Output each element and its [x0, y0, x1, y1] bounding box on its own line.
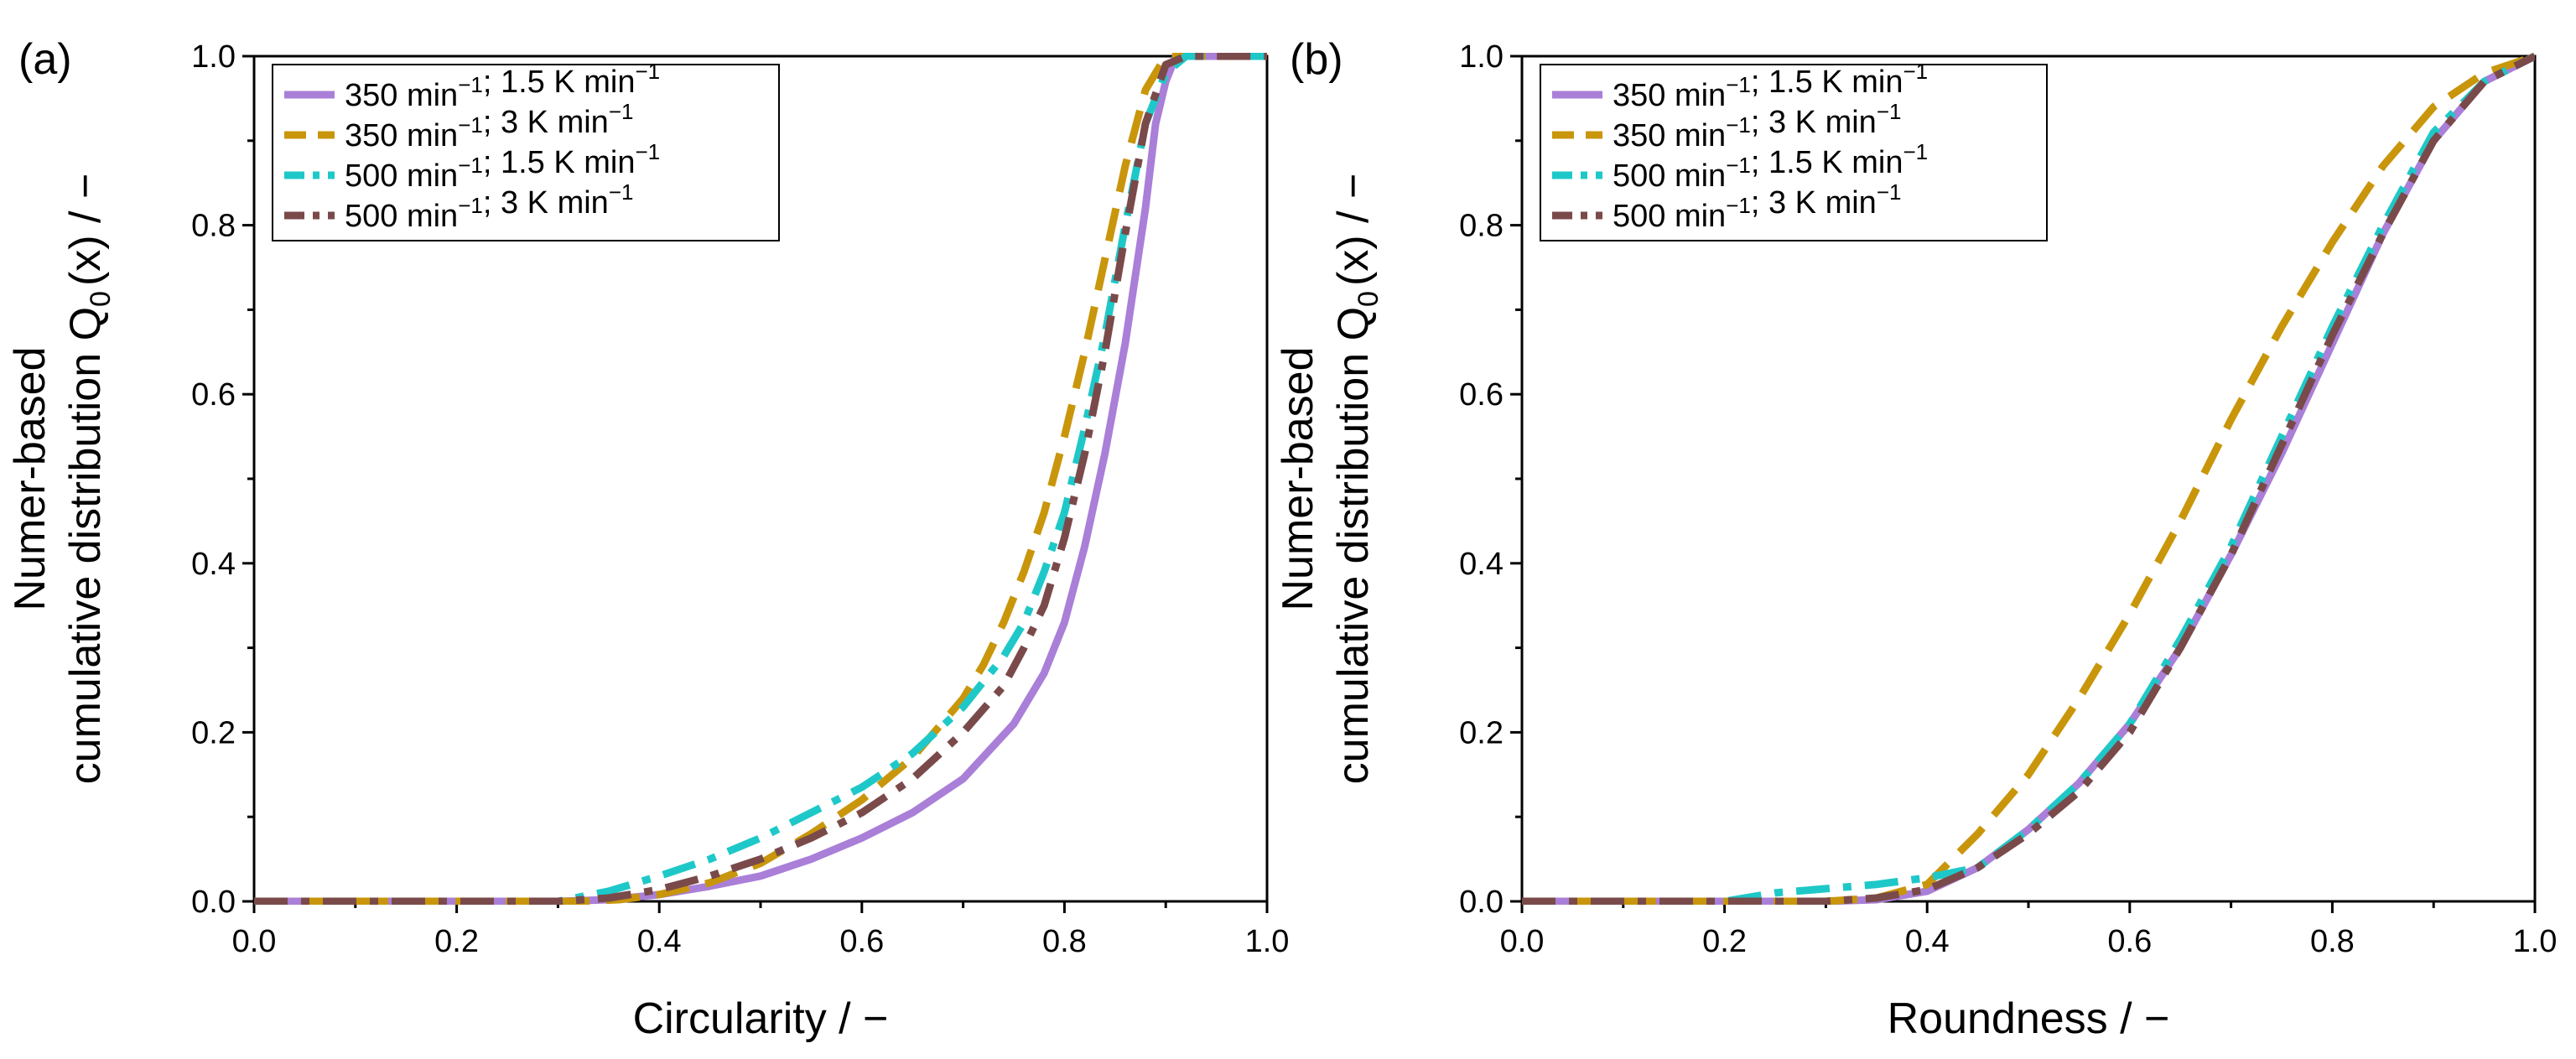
legend-superscript: −1 — [1726, 153, 1751, 178]
x-tick-label: 0.0 — [232, 924, 277, 959]
legend-text-run: 500 min — [345, 199, 458, 234]
legend-entry-3: 500 min−1; 1.5 K min−1 — [1613, 139, 1928, 194]
legend-text-run: ; 3 K min — [483, 185, 609, 221]
legend-superscript: −1 — [609, 99, 634, 124]
legend-text-run: 350 min — [1613, 118, 1726, 153]
legend-text-run: ; 3 K min — [483, 105, 609, 140]
y-axis-title: Numer-based cumulative distribution Q0 (x)… — [1274, 174, 1384, 785]
legend-superscript: −1 — [636, 59, 661, 84]
x-tick-label: 0.6 — [839, 924, 884, 959]
legend-superscript: −1 — [458, 193, 483, 218]
x-tick-label: 1.0 — [2513, 924, 2558, 959]
y-axis-title-text: cumulative distribution Q — [1329, 307, 1378, 784]
x-tick-label: 0.8 — [1042, 924, 1087, 959]
x-tick-label: 0.2 — [1702, 924, 1747, 959]
legend-box — [1540, 64, 2048, 241]
x-axis-title: Roundness / − — [1888, 994, 2170, 1043]
legend-entry-4: 500 min−1; 3 K min−1 — [1613, 179, 1901, 234]
legend-text-run: 350 min — [345, 78, 458, 113]
legend-text-run: ; 3 K min — [1751, 105, 1877, 140]
panel-label: (a) — [18, 35, 72, 84]
series-line-2 — [254, 53, 1267, 905]
legend-text-run: 500 min — [1613, 158, 1726, 194]
x-tick-label: 0.0 — [1500, 924, 1545, 959]
x-tick-label: 1.0 — [1245, 924, 1290, 959]
x-tick-label: 0.4 — [637, 924, 682, 959]
y-tick-label: 0.2 — [1459, 715, 1504, 750]
y-tick-label: 0.4 — [1459, 547, 1504, 582]
y-tick-label: 1.0 — [1459, 39, 1504, 75]
legend-superscript: −1 — [1903, 59, 1929, 84]
legend-entry-2: 350 min−1; 3 K min−1 — [345, 99, 633, 153]
y-tick-label: 0.2 — [191, 715, 236, 750]
y-axis-title-text: cumulative distribution Q — [61, 307, 110, 784]
y-axis-title-subscript: 0 — [85, 291, 117, 307]
legend-superscript: −1 — [609, 179, 634, 205]
legend-superscript: −1 — [458, 112, 483, 138]
y-tick-label: 0.0 — [191, 885, 236, 920]
legend-superscript: −1 — [1903, 139, 1929, 164]
y-tick-label: 1.0 — [191, 39, 236, 75]
y-axis-title-line1: Numer-based — [1274, 346, 1322, 610]
y-axis-title: Numer-based cumulative distribution Q0 (x)… — [6, 174, 117, 785]
legend-text-run: ; 1.5 K min — [1751, 65, 1903, 100]
legend-entry-3: 500 min−1; 1.5 K min−1 — [345, 139, 660, 194]
y-tick-label: 0.6 — [1459, 377, 1504, 413]
legend-text-run: ; 3 K min — [1751, 185, 1877, 221]
legend-superscript: −1 — [1877, 99, 1902, 124]
chart-panel-b: 0.0 0.2 0.4 0.6 0.8 1.0 0.0 0.2 0.4 0.6 0.8 1.0 Roun… — [1274, 35, 2557, 1043]
legend-text-run: ; 1.5 K min — [483, 65, 636, 100]
y-tick-label: 0.8 — [191, 209, 236, 244]
series-group — [254, 53, 1267, 905]
legend-superscript: −1 — [1726, 193, 1751, 218]
legend-text-run: ; 1.5 K min — [483, 145, 636, 180]
x-tick-label: 0.8 — [2310, 924, 2355, 959]
legend-entry-1: 350 min−1; 1.5 K min−1 — [1613, 59, 1928, 113]
y-axis-title-text: (x) / − — [61, 174, 110, 286]
series-group — [1522, 53, 2535, 905]
x-tick-label: 0.4 — [1905, 924, 1950, 959]
legend-text-run: ; 1.5 K min — [1751, 145, 1903, 180]
series-line-4 — [1522, 53, 2535, 905]
y-tick-label: 0.4 — [191, 547, 236, 582]
y-axis-title-text: (x) / − — [1329, 174, 1378, 286]
legend-superscript: −1 — [1726, 112, 1751, 138]
legend-superscript: −1 — [636, 139, 661, 164]
legend-text-run: 500 min — [345, 158, 458, 194]
x-tick-label: 0.2 — [434, 924, 479, 959]
y-tick-label: 0.0 — [1459, 885, 1504, 920]
series-line-3 — [1522, 53, 2535, 905]
legend-superscript: −1 — [1726, 72, 1751, 97]
y-axis-title-line2: cumulative distribution Q0 (x) / − — [61, 174, 117, 785]
y-axis-title-subscript: 0 — [1353, 291, 1384, 307]
series-line-4 — [254, 53, 1267, 905]
y-tick-label: 0.6 — [191, 377, 236, 413]
panel-label: (b) — [1290, 35, 1343, 84]
legend-text-run: 350 min — [345, 118, 458, 153]
legend-superscript: −1 — [458, 153, 483, 178]
legend-text-run: 350 min — [1613, 78, 1726, 113]
legend-entry-2: 350 min−1; 3 K min−1 — [1613, 99, 1901, 153]
series-line-3 — [254, 53, 1267, 905]
series-line-2 — [1522, 53, 2535, 905]
legend-entry-1: 350 min−1; 1.5 K min−1 — [345, 59, 660, 113]
y-tick-label: 0.8 — [1459, 209, 1504, 244]
y-axis-title-line1: Numer-based — [6, 346, 55, 610]
y-axis-title-line2: cumulative distribution Q0 (x) / − — [1329, 174, 1384, 785]
legend-superscript: −1 — [458, 72, 483, 97]
legend-entry-4: 500 min−1; 3 K min−1 — [345, 179, 633, 234]
chart-panel-a: 0.0 0.2 0.4 0.6 0.8 1.0 0.0 0.2 0.4 0.6 0.8 1.0 Circ… — [6, 35, 1289, 1043]
legend-text-run: 500 min — [1613, 199, 1726, 234]
legend-superscript: −1 — [1877, 179, 1902, 205]
x-tick-label: 0.6 — [2107, 924, 2152, 959]
legend-box — [272, 64, 780, 241]
x-axis-title: Circularity / − — [633, 994, 889, 1043]
